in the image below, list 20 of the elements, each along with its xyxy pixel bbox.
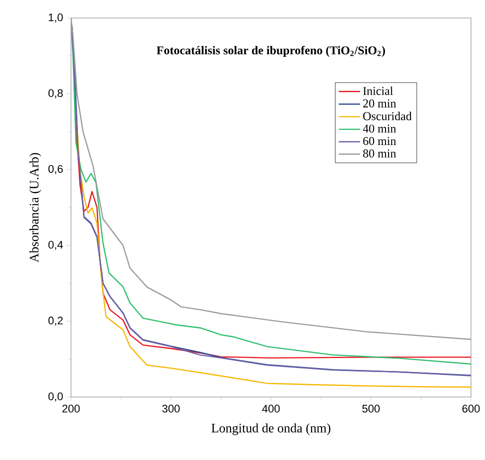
y-tick-label: 0,6	[48, 165, 63, 174]
legend-label: 60 min	[363, 137, 396, 146]
y-tick-label: 1,0	[48, 13, 63, 23]
y-tick-label: 0,4	[48, 240, 63, 250]
y-tick-label: 0,8	[48, 89, 63, 98]
y-tick-label: 0,2	[48, 316, 63, 326]
x-tick-label: 200	[62, 404, 80, 413]
text: Fotocatálisis solar de ibuprofeno (TiO$_{2}$/SiO$_{2}$)	[156, 46, 385, 57]
x-tick-label: 300	[162, 404, 180, 413]
y-tick-label: 0,0	[48, 392, 63, 402]
legend-label: Oscuridad	[363, 112, 412, 120]
x-axis-title: Longitud de onda (nm)	[211, 423, 330, 436]
legend-label: 80 min	[363, 149, 396, 158]
x-tick-label: 400	[262, 404, 280, 413]
x-tick-label: 500	[362, 404, 380, 413]
legend-label: Inicial	[363, 86, 393, 96]
legend-label: 20 min	[363, 99, 396, 108]
x-tick-label: 600	[462, 404, 480, 413]
legend-label: 40 min	[362, 124, 396, 133]
y-axis-title: Absorbancia (U.Arb)	[29, 153, 42, 262]
